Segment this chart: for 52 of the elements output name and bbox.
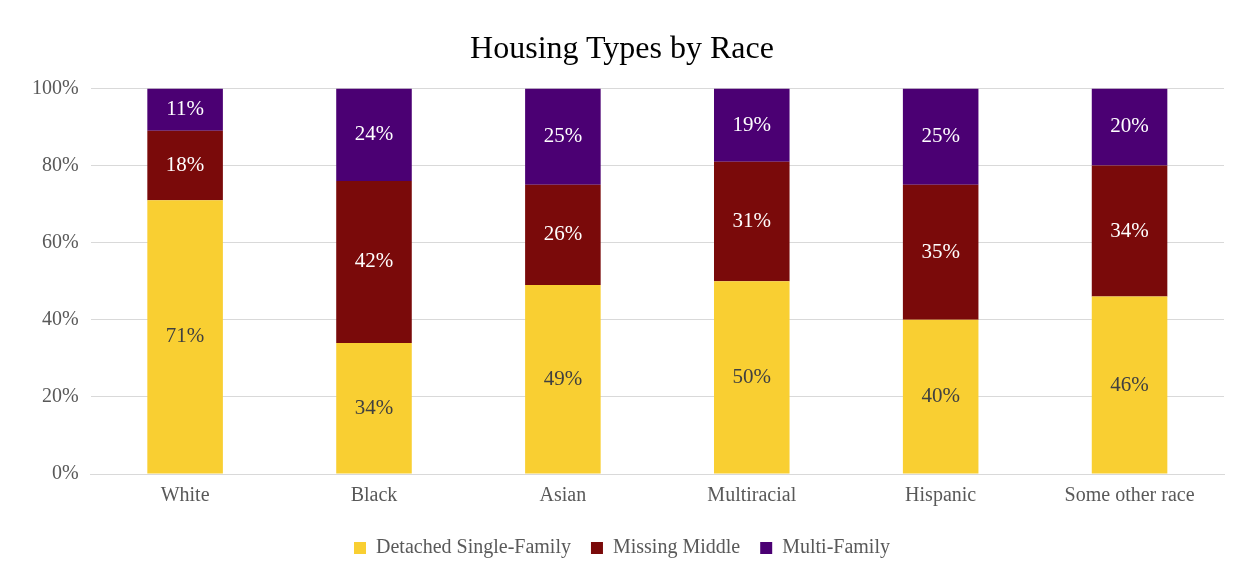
bar <box>1091 165 1168 297</box>
bar <box>525 88 601 185</box>
bar <box>1091 296 1168 474</box>
data-label: 40% <box>921 383 960 408</box>
bar <box>714 281 790 474</box>
x-tick-label: Black <box>350 483 398 506</box>
x-tick-label: White <box>160 483 210 506</box>
bar <box>902 184 979 320</box>
data-label: 35% <box>921 238 960 263</box>
bar <box>902 88 979 185</box>
data-label: 34% <box>354 394 394 419</box>
x-tick-label: Multiracial <box>707 483 797 506</box>
bar <box>902 319 979 474</box>
data-label: 19% <box>732 111 772 136</box>
legend-label: Missing Middle <box>612 535 741 559</box>
y-tick-label: 60% <box>41 229 79 252</box>
bar <box>336 88 412 181</box>
data-label: 31% <box>732 207 772 232</box>
bar <box>1091 88 1168 166</box>
bar <box>147 200 223 474</box>
data-label: 26% <box>543 221 583 246</box>
data-label: 50% <box>732 363 772 388</box>
x-tick-label: Asian <box>539 483 587 506</box>
bar <box>525 184 601 286</box>
x-tick-label: Hispanic <box>905 483 977 507</box>
bar <box>525 285 601 474</box>
data-label: 25% <box>921 123 960 148</box>
y-tick-label: 0% <box>51 461 79 484</box>
bar <box>714 161 790 282</box>
bar <box>714 88 790 162</box>
data-label: 71% <box>165 323 205 348</box>
y-tick-label: 100% <box>31 75 79 98</box>
data-label: 25% <box>543 123 583 148</box>
data-label: 46% <box>1110 371 1149 396</box>
y-tick-label: 80% <box>41 152 79 175</box>
legend-label: Detached Single-Family <box>376 535 571 559</box>
data-label: 24% <box>354 121 394 146</box>
y-tick-label: 20% <box>41 384 79 407</box>
data-label: 11% <box>166 96 204 121</box>
bar <box>336 342 412 474</box>
data-label: 34% <box>1110 217 1149 242</box>
y-tick-label: 40% <box>41 307 79 330</box>
x-tick-label: Some other race <box>1064 483 1195 506</box>
chart-title: Housing Types by Race <box>470 28 774 65</box>
bar <box>336 180 412 343</box>
data-label: 18% <box>165 152 205 177</box>
bar <box>147 88 223 131</box>
data-label: 42% <box>354 248 394 273</box>
data-label: 20% <box>1110 113 1149 138</box>
data-label: 49% <box>543 365 583 390</box>
bar <box>147 130 223 201</box>
legend-label: Multi-Family <box>782 535 890 559</box>
